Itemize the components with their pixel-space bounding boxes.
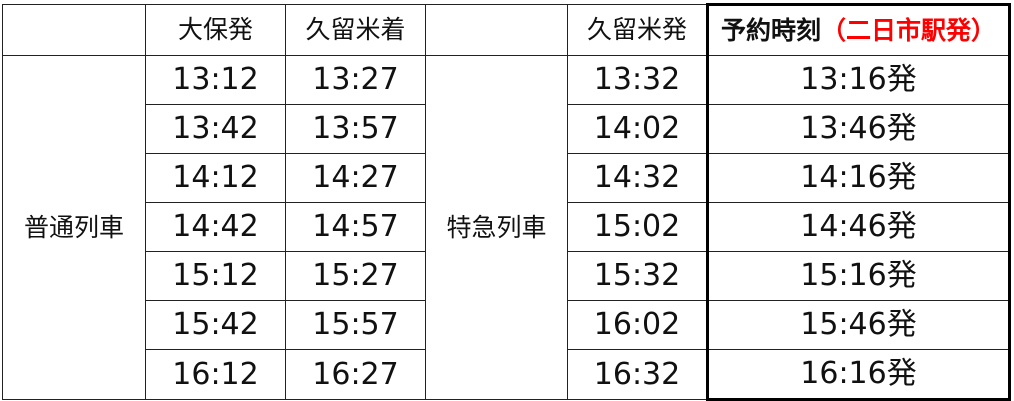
local-depart-cell: 13:42 <box>145 104 286 154</box>
local-arrive-cell: 15:27 <box>285 251 426 301</box>
local-arrive-cell: 15:57 <box>285 300 426 350</box>
table-row: 普通列車 13:12 13:27 特急列車 13:32 13:16発 <box>2 55 1011 400</box>
reservation-cell: 15:46発 <box>706 300 1011 350</box>
reservation-note: （二日市駅発） <box>821 15 997 45</box>
express-depart-cell: 16:32 <box>567 349 708 400</box>
reservation-cell: 14:16発 <box>706 153 1011 203</box>
header-local-depart: 大保発 <box>145 4 286 56</box>
local-arrive-cell: 13:57 <box>285 104 426 154</box>
local-depart-cell: 13:12 <box>145 55 286 105</box>
header-local-arrive: 久留米着 <box>285 4 426 56</box>
header-row: 大保発 久留米着 久留米発 予約時刻（二日市駅発） <box>2 3 1011 56</box>
local-depart-cell: 15:42 <box>145 300 286 350</box>
local-depart-cell: 14:42 <box>145 202 286 252</box>
reservation-cell: 16:16発 <box>706 349 1011 401</box>
local-depart-cell: 14:12 <box>145 153 286 203</box>
local-depart-cell: 16:12 <box>145 349 286 400</box>
express-depart-cell: 14:32 <box>567 153 708 203</box>
express-depart-cell: 13:32 <box>567 55 708 105</box>
reservation-cell: 13:16発 <box>706 55 1011 105</box>
local-group-label: 普通列車 <box>2 55 146 400</box>
express-depart-cell: 16:02 <box>567 300 708 350</box>
local-arrive-cell: 13:27 <box>285 55 426 105</box>
local-arrive-cell: 14:57 <box>285 202 426 252</box>
reservation-cell: 13:46発 <box>706 104 1011 154</box>
express-depart-cell: 14:02 <box>567 104 708 154</box>
table-row: 14:42 14:57 15:02 14:46発 <box>3 202 1011 252</box>
reservation-cell: 14:46発 <box>706 202 1011 252</box>
express-depart-cell: 15:32 <box>567 251 708 301</box>
table-row: 14:12 14:27 14:32 14:16発 <box>3 153 1011 203</box>
header-express-depart: 久留米発 <box>567 4 708 56</box>
reservation-cell: 15:16発 <box>706 251 1011 301</box>
express-depart-cell: 15:02 <box>567 202 708 252</box>
header-empty-express <box>425 4 568 56</box>
express-group-label: 特急列車 <box>425 55 568 400</box>
local-arrive-cell: 16:27 <box>285 349 426 400</box>
header-empty-local <box>2 4 146 56</box>
local-depart-cell: 15:12 <box>145 251 286 301</box>
table-row: 15:42 15:57 16:02 15:46発 <box>3 300 1011 350</box>
table-row: 16:12 16:27 16:32 16:16発 <box>3 349 1011 401</box>
header-reservation: 予約時刻（二日市駅発） <box>706 3 1011 56</box>
reservation-label: 予約時刻 <box>720 15 821 45</box>
local-arrive-cell: 14:27 <box>285 153 426 203</box>
timetable: 大保発 久留米着 久留米発 予約時刻（二日市駅発） 普通列車 13:12 13:27… <box>2 3 1011 401</box>
table-row: 15:12 15:27 15:32 15:16発 <box>3 251 1011 301</box>
